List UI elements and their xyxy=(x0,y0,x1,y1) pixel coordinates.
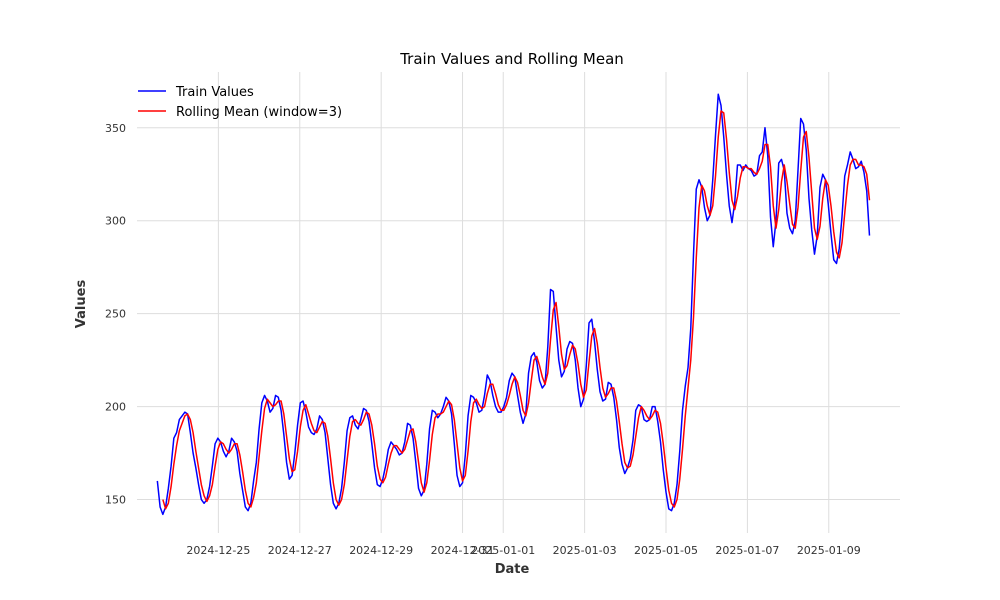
y-axis-title: Values xyxy=(74,280,89,329)
legend-label-train-values: Train Values xyxy=(175,85,254,100)
x-tick-label: 2025-01-05 xyxy=(634,544,698,557)
x-tick-label: 2025-01-03 xyxy=(553,544,617,557)
x-tick-label: 2024-12-29 xyxy=(349,544,413,557)
x-axis-title: Date xyxy=(495,562,530,577)
x-tick-label: 2024-12-27 xyxy=(268,544,332,557)
series-line-train-values xyxy=(156,93,871,516)
y-tick-label: 150 xyxy=(105,494,126,507)
x-tick-label: 2025-01-07 xyxy=(715,544,779,557)
x-tick-label: 2024-12-31 xyxy=(431,544,495,557)
chart-title: Train Values and Rolling Mean xyxy=(399,50,624,68)
x-tick-label: 2025-01-01 xyxy=(471,544,535,557)
y-tick-label: 350 xyxy=(105,122,126,135)
x-tick-labels: 2024-12-25 2024-12-27 2024-12-29 2024-12-31… xyxy=(186,544,860,557)
series-lines xyxy=(156,93,871,516)
y-tick-label: 300 xyxy=(105,215,126,228)
legend: Train Values Rolling Mean (window=3) xyxy=(138,85,342,120)
x-tick-label: 2024-12-25 xyxy=(186,544,250,557)
y-tick-labels: 150 200 250 300 350 xyxy=(105,122,126,507)
y-tick-label: 250 xyxy=(105,308,126,321)
x-tick-label: 2025-01-09 xyxy=(797,544,861,557)
grid-lines xyxy=(137,72,900,533)
y-tick-label: 200 xyxy=(105,401,126,414)
legend-label-rolling-mean: Rolling Mean (window=3) xyxy=(176,105,342,120)
series-line-rolling-mean xyxy=(162,110,871,510)
